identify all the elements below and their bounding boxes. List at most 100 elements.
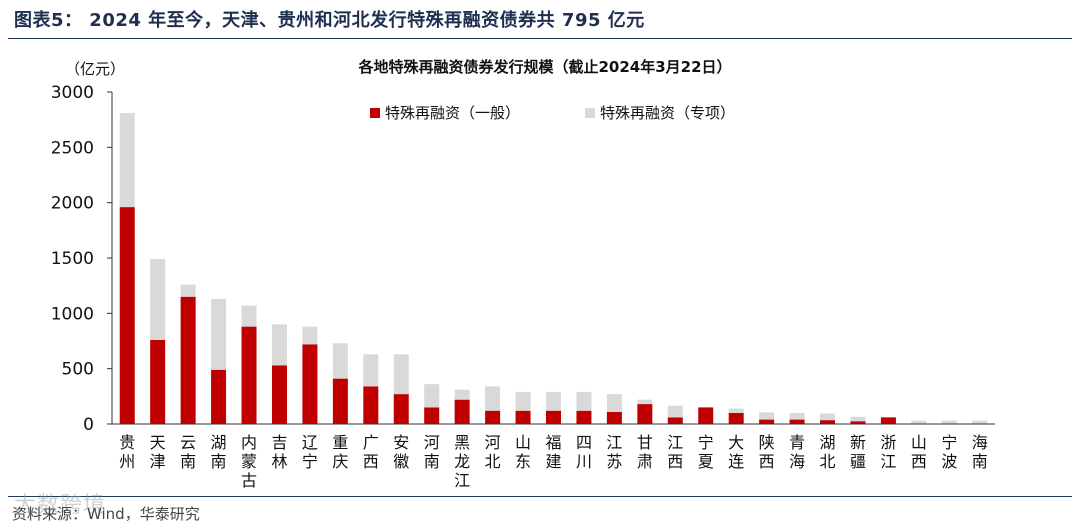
bar-general [637,404,653,424]
bar-general [119,207,135,424]
bar-special [820,413,836,421]
bar-general [515,410,531,424]
bar-general [180,296,196,424]
bar-general [211,369,227,424]
bar-special [211,298,227,370]
bar-special [546,391,561,411]
x-tick-label-char: 浙 [880,433,896,452]
figure-title: 图表5： 2024 年至今，天津、贵州和河北发行特殊再融资债券共 795 亿元 [14,10,645,31]
x-tick-label-char: 海 [789,452,805,471]
x-tick-label-char: 苏 [606,452,622,471]
legend: 特殊再融资（一般） 特殊再融资（专项） [370,104,735,122]
bar-general [880,417,896,424]
bar-special [241,305,257,327]
x-tick-label-char: 川 [576,452,592,471]
bar-special [424,384,440,408]
x-tick-label-char: 庆 [332,452,348,471]
x-tick-label-char: 津 [150,452,166,471]
bar-general [698,407,714,424]
source-note: 资料来源：Wind，华泰研究 [12,505,200,523]
legend-label-general: 特殊再融资（一般） [385,104,520,122]
bar-special [180,284,196,297]
x-tick-label-char: 青 [789,433,805,452]
x-tick-label-char: 古 [241,471,257,490]
x-tick-label-char: 宁 [302,452,318,471]
x-tick-label-char: 建 [545,452,561,471]
bar-general [454,399,470,424]
bar-special [302,326,318,345]
bar-special [485,386,501,411]
bar-general [820,420,836,424]
bar-general [546,410,561,424]
bars [119,113,988,424]
x-tick-label-char: 北 [820,452,836,471]
y-axis-label: （亿元） [65,60,125,78]
bar-special [789,412,805,420]
legend-label-special: 特殊再融资（专项） [600,104,735,122]
bar-general [850,421,866,424]
bar-special [393,354,409,395]
x-tick-label-char: 新 [850,433,866,452]
x-tick-label-char: 江 [606,433,622,452]
x-tick-label-char: 江 [454,471,470,490]
x-tick-label-char: 河 [424,433,440,452]
stacked-bar-chart: 各地特殊再融资债券发行规模（截止2024年3月22日） （亿元） 特殊再融资（一… [51,58,995,490]
bar-special [941,420,957,424]
x-tick-label-char: 陕 [759,433,775,452]
chart-title: 各地特殊再融资债券发行规模（截止2024年3月22日） [357,58,731,76]
bar-special [454,389,470,400]
x-tick-label-char: 林 [271,452,287,471]
x-tick-label-char: 疆 [850,452,866,471]
bar-general [150,339,166,424]
y-tick-label: 1000 [51,304,94,324]
x-tick-label-char: 海 [972,433,988,452]
bar-general [789,419,805,424]
bar-general [241,326,257,424]
x-tick-label-char: 重 [332,433,348,452]
bar-special [759,412,775,420]
x-tick-label-char: 河 [485,433,501,452]
x-tick-label-char: 甘 [637,433,653,452]
watermark: 大数跨境 [14,493,107,518]
x-tick-label-char: 连 [728,452,744,471]
y-tick-label: 0 [83,415,94,435]
x-tick-label-char: 贵 [119,433,135,452]
x-tick-label-char: 吉 [271,433,287,452]
x-tick-label-char: 云 [180,433,196,452]
x-tick-label-char: 蒙 [241,452,257,471]
x-tick-label-char: 西 [911,452,927,471]
bar-special [119,113,135,208]
legend-swatch-general [370,108,380,118]
bar-general [271,365,287,424]
bar-general [606,411,622,424]
bar-general [393,394,409,424]
bar-special [972,420,988,424]
bar-general [759,419,775,424]
x-tick-label-char: 湖 [820,433,836,452]
bar-special [576,391,592,411]
bar-special [150,259,166,340]
x-tick-label-char: 肃 [637,452,653,471]
x-tick-label-char: 北 [485,452,501,471]
bar-special [728,408,744,413]
bar-special [911,420,927,424]
bar-special [332,343,348,379]
bar-general [363,386,379,424]
bar-special [606,394,622,412]
x-tick-label-char: 内 [241,433,257,452]
bar-general [485,410,501,424]
x-tick-label-char: 徽 [393,452,409,471]
bar-special [667,405,683,418]
x-tick-label-char: 龙 [454,452,470,471]
x-tick-label-char: 宁 [698,433,714,452]
bar-general [576,410,592,424]
x-tick-label-char: 山 [911,433,927,452]
x-tick-label-char: 福 [545,433,561,452]
x-tick-label-char: 西 [667,452,683,471]
x-tick-label-char: 南 [180,452,196,471]
x-tick-label-char: 夏 [698,452,714,471]
x-tick-label-char: 西 [363,452,379,471]
y-axis: 0 500 1000 1500 2000 2500 3000 [51,83,113,435]
bar-general [667,417,683,424]
x-tick-label-char: 西 [759,452,775,471]
